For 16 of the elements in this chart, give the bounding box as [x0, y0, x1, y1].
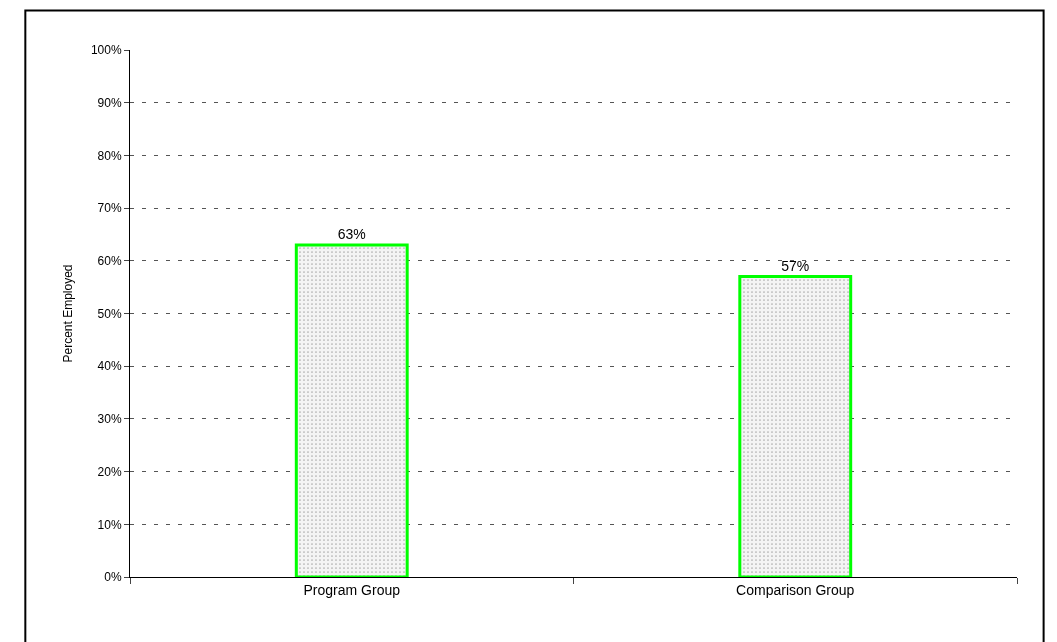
y-tick-label: 60%: [97, 254, 122, 268]
y-tick-label: 70%: [97, 201, 122, 216]
y-tick-label: 50%: [97, 306, 122, 321]
data-label: 63%: [337, 225, 366, 242]
y-tick-label: 90%: [97, 95, 122, 110]
y-tick-label: 40%: [97, 359, 122, 374]
x-tick-label: Comparison Group: [736, 581, 855, 598]
y-tick-label: 20%: [97, 464, 122, 479]
y-tick-label: 0%: [104, 570, 122, 585]
y-axis-title: Percent Employed: [61, 264, 76, 363]
y-tick-label: 10%: [97, 517, 122, 532]
y-tick-label: 80%: [97, 148, 122, 163]
y-tick-label: 100%: [90, 43, 122, 58]
x-tick-label: Program Group: [303, 581, 401, 598]
y-tick-label: 30%: [97, 412, 122, 427]
data-label: 57%: [781, 257, 810, 274]
